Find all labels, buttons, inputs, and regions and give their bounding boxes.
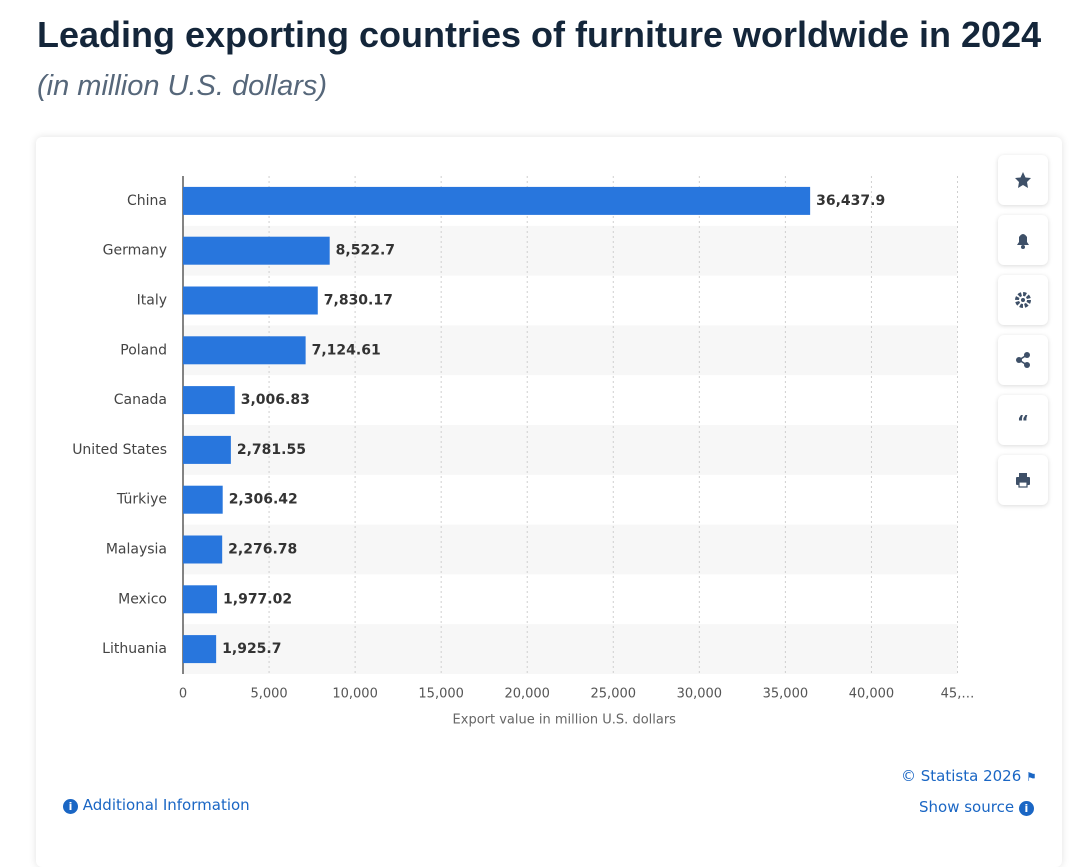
value-label: 7,124.61	[312, 342, 381, 358]
x-tick-label: 40,000	[849, 687, 895, 702]
y-tick-label: Mexico	[118, 591, 167, 607]
bar	[183, 585, 218, 614]
y-tick-label: Germany	[103, 243, 167, 259]
value-label: 1,977.02	[223, 591, 292, 607]
x-tick-label: 45,…	[941, 687, 975, 702]
print-button[interactable]	[998, 455, 1048, 505]
value-label: 1,925.7	[222, 641, 281, 657]
source-text: Show source	[919, 798, 1015, 816]
value-label: 8,522.7	[336, 243, 395, 259]
y-tick-label: Italy	[137, 293, 167, 309]
bar	[183, 286, 318, 315]
row-band	[183, 425, 958, 475]
bar	[183, 635, 217, 664]
bar	[183, 186, 811, 215]
bar	[183, 485, 223, 514]
y-tick-label: Canada	[114, 392, 167, 408]
bar	[183, 435, 231, 464]
y-tick-label: United States	[72, 442, 167, 458]
x-tick-label: 35,000	[763, 687, 809, 702]
favorite-button[interactable]	[998, 155, 1048, 205]
x-tick-label: 20,000	[504, 687, 550, 702]
row-band	[183, 624, 958, 674]
x-tick-label: 25,000	[591, 687, 637, 702]
chart-subtitle: (in million U.S. dollars)	[37, 70, 328, 102]
bar	[183, 535, 223, 564]
settings-button[interactable]	[998, 275, 1048, 325]
chart-title: Leading exporting countries of furniture…	[37, 14, 1042, 55]
row-band	[183, 524, 958, 575]
value-label: 3,006.83	[241, 392, 310, 408]
y-tick-label: China	[127, 193, 167, 209]
alert-button[interactable]	[998, 215, 1048, 265]
bar	[183, 386, 235, 415]
x-tick-label: 10,000	[332, 687, 378, 702]
x-axis-label: Export value in million U.S. dollars	[453, 713, 677, 728]
cite-button[interactable]: “	[998, 395, 1048, 445]
x-tick-label: 30,000	[677, 687, 723, 702]
x-tick-label: 5,000	[250, 687, 287, 702]
y-tick-label: Türkiye	[116, 492, 167, 508]
x-tick-label: 0	[179, 687, 187, 702]
value-label: 2,276.78	[228, 542, 297, 558]
chart-card: 0 5,000 10,000 15,000 20,000 25,000 30,000 35,0…	[36, 137, 1062, 867]
copyright[interactable]: © Statista 2026 ⚑	[901, 767, 1037, 785]
share-button[interactable]	[998, 335, 1048, 385]
additional-info[interactable]: i Additional Information	[63, 796, 250, 814]
svg-text:“: “	[1017, 412, 1029, 433]
y-tick-label: Lithuania	[102, 641, 167, 657]
bar	[183, 236, 330, 265]
chart: 0 5,000 10,000 15,000 20,000 25,000 30,000 35,0…	[72, 176, 975, 728]
show-source[interactable]: Show source i	[919, 798, 1034, 816]
y-tick-label: Poland	[120, 342, 167, 358]
value-label: 7,830.17	[324, 293, 393, 309]
value-label: 2,781.55	[237, 442, 306, 458]
y-tick-label: Malaysia	[106, 542, 167, 558]
row-band	[183, 325, 958, 376]
x-tick-label: 15,000	[418, 687, 464, 702]
value-label: 36,437.9	[816, 193, 885, 209]
copyright-text: © Statista 2026	[901, 767, 1022, 785]
bar	[183, 336, 306, 365]
value-label: 2,306.42	[229, 492, 298, 508]
info-text: Additional Information	[82, 796, 250, 814]
